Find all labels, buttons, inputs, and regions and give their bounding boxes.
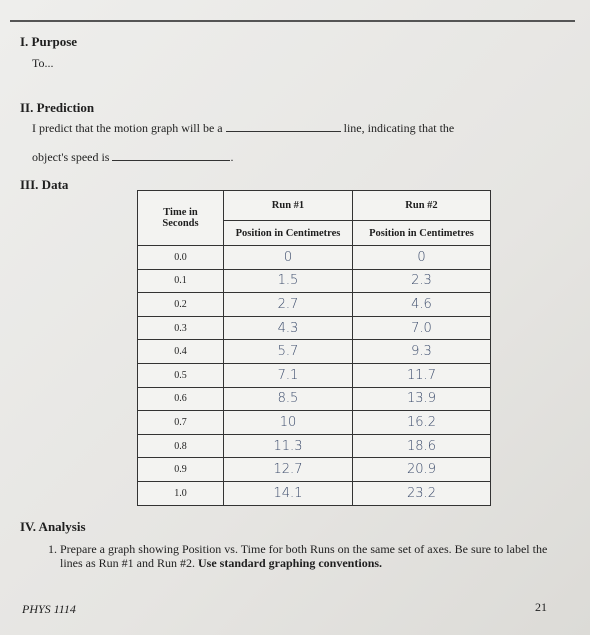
heading: II. Prediction xyxy=(20,100,95,115)
footer-page: 21 xyxy=(535,600,547,614)
position-cell: 0 xyxy=(223,245,353,270)
data-table: Time in Seconds Run #1 Run #2 Position i… xyxy=(137,190,491,506)
data-row: 0.8 11.3 18.6 xyxy=(137,433,491,459)
position-cell: 7.1 xyxy=(223,362,353,388)
position-cell: 4.6 xyxy=(352,292,491,317)
position-cell: 4.3 xyxy=(223,315,353,341)
footer-course: PHYS 1114 xyxy=(22,602,76,616)
data-row: 0.7 10 16.2 xyxy=(137,410,491,435)
data-row: 0.4 5.7 9.3 xyxy=(137,339,491,364)
position-cell: 5.7 xyxy=(223,339,353,364)
time-cell: 0.2 xyxy=(137,292,224,317)
text: I predict that the motion graph will be … xyxy=(32,121,223,135)
data-row: 0.0 0 0 xyxy=(137,245,491,270)
data-row: 0.5 7.1 11.7 xyxy=(137,362,491,388)
data-row: 0.2 2.7 4.6 xyxy=(137,292,491,317)
top-rule xyxy=(10,20,575,22)
position-cell: 13.9 xyxy=(352,386,491,412)
position-cell: 7.0 xyxy=(352,315,491,341)
position-cell: 12.7 xyxy=(223,457,353,482)
heading: IV. Analysis xyxy=(20,519,86,534)
position-cell: 14.1 xyxy=(223,480,353,506)
position-cell: 20.9 xyxy=(352,457,491,482)
time-cell: 1.0 xyxy=(137,480,224,506)
time-cell: 0.6 xyxy=(137,386,224,412)
time-cell: 0.0 xyxy=(137,245,224,270)
header-cell: Position in Centimetres xyxy=(223,220,353,246)
data-row: 0.6 8.5 13.9 xyxy=(137,386,491,412)
data-row: 1.0 14.1 23.2 xyxy=(137,480,491,506)
prediction-line: object's speed is . xyxy=(32,150,233,165)
heading: III. Data xyxy=(20,177,69,192)
position-cell: 9.3 xyxy=(352,339,491,364)
text: line, indicating that the xyxy=(343,121,455,135)
text: To... xyxy=(32,56,54,70)
time-cell: 0.4 xyxy=(137,339,224,364)
position-cell: 0 xyxy=(352,245,491,270)
header-row: Position in Centimetres Position in Cent… xyxy=(138,220,491,246)
text: . xyxy=(230,150,234,164)
time-cell: 0.7 xyxy=(137,410,224,435)
position-cell: 11.3 xyxy=(223,433,353,459)
header-cell: Run #1 xyxy=(223,190,353,221)
text: 1. Prepare a graph showing Position vs. … xyxy=(48,542,548,570)
text: object's speed is xyxy=(32,150,110,164)
position-cell: 18.6 xyxy=(352,433,491,459)
text-bold: Use standard graphing conventions. xyxy=(198,556,383,570)
position-cell: 10 xyxy=(223,410,353,435)
time-cell: 0.3 xyxy=(137,315,224,341)
header-row: Time in Seconds Run #1 Run #2 xyxy=(137,190,491,246)
analysis-item: 1. Prepare a graph showing Position vs. … xyxy=(48,542,570,570)
position-cell: 16.2 xyxy=(352,410,491,435)
heading: I. Purpose xyxy=(20,34,78,49)
time-cell: 0.5 xyxy=(137,362,224,388)
data-row: 0.1 1.5 2.3 xyxy=(137,268,491,294)
data-row: 0.9 12.7 20.9 xyxy=(137,457,491,482)
position-cell: 1.5 xyxy=(223,268,353,294)
header-cell: Time in Seconds xyxy=(137,190,224,246)
position-cell: 2.7 xyxy=(223,292,353,317)
header-cell: Position in Centimetres xyxy=(352,220,491,246)
time-cell: 0.1 xyxy=(137,268,224,294)
data-row: 0.3 4.3 7.0 xyxy=(137,315,491,341)
time-cell: 0.8 xyxy=(137,433,224,459)
time-cell: 0.9 xyxy=(137,457,224,482)
blank xyxy=(112,150,231,161)
position-cell: 11.7 xyxy=(352,362,491,388)
position-cell: 23.2 xyxy=(352,480,491,506)
prediction-line: I predict that the motion graph will be … xyxy=(32,121,454,136)
header-text: Time in Seconds xyxy=(162,207,199,229)
position-cell: 8.5 xyxy=(223,386,353,412)
position-cell: 2.3 xyxy=(352,268,491,294)
blank xyxy=(225,121,341,132)
header-cell: Run #2 xyxy=(352,190,491,221)
